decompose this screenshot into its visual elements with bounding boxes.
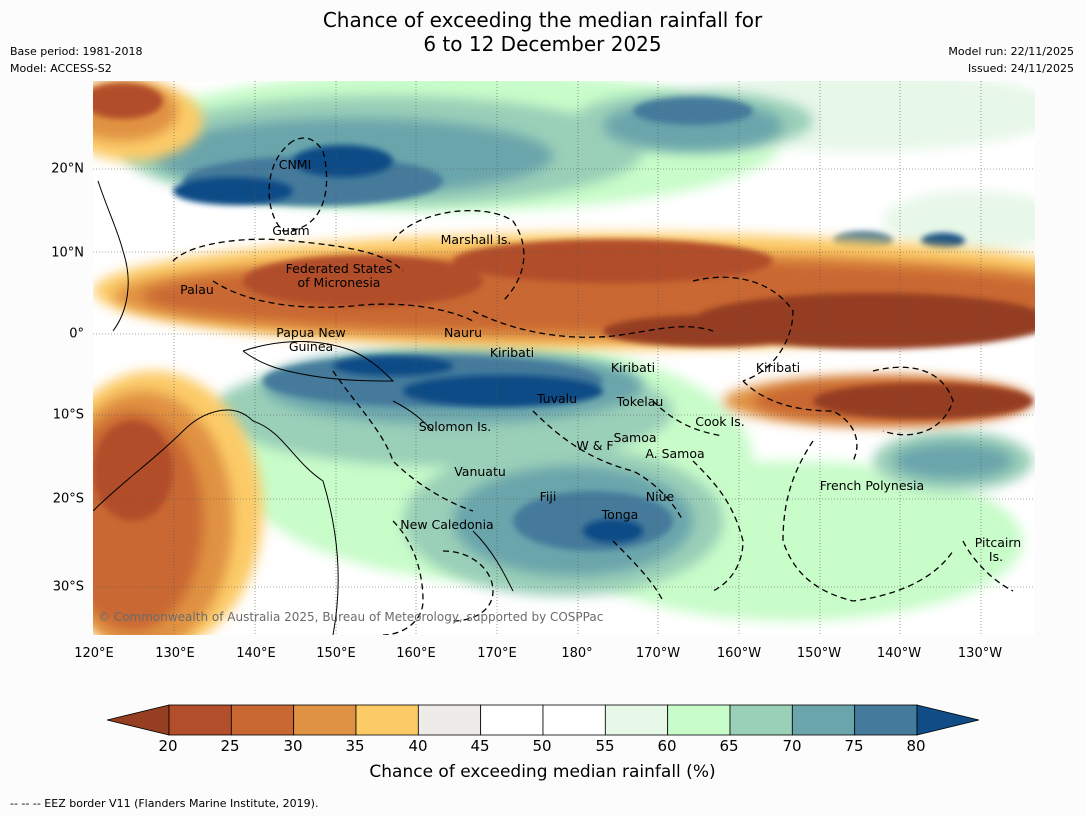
- label-palau: Palau: [180, 282, 214, 297]
- label-kiribati-east: Kiribati: [756, 360, 800, 375]
- label-kiribati-central: Kiribati: [611, 360, 655, 375]
- label-asamoa: A. Samoa: [645, 446, 704, 461]
- colorbar-high-extension: [916, 704, 979, 736]
- colorbar: [107, 704, 979, 736]
- model-run: Model run: 22/11/2025: [948, 45, 1074, 58]
- coastlines: [93, 180, 514, 635]
- colorbar-label-70: 70: [782, 737, 802, 755]
- label-fiji: Fiji: [540, 489, 557, 504]
- title-line-2: 6 to 12 December 2025: [423, 32, 662, 56]
- eez-footnote: -- -- -- EEZ border V11 (Flanders Marine…: [10, 797, 319, 810]
- lat-tick-2: 0°: [69, 326, 84, 342]
- label-pitcairn-2: Is.: [989, 549, 1003, 564]
- colorbar-segment: [417, 704, 482, 736]
- label-wf: W & F: [576, 438, 613, 453]
- colorbar-segment: [230, 704, 295, 736]
- colorbar-segment: [542, 704, 606, 736]
- lon-tick-6: 180°: [561, 646, 593, 661]
- colorbar-segment: [293, 704, 357, 736]
- colorbar-label-50: 50: [532, 737, 552, 755]
- colorbar-label-60: 60: [657, 737, 677, 755]
- label-fsm-1: Federated States: [286, 261, 393, 276]
- graticule: [93, 81, 1035, 635]
- colorbar-label-25: 25: [220, 737, 240, 755]
- label-french-polynesia: French Polynesia: [820, 478, 924, 493]
- colorbar-label-55: 55: [595, 737, 615, 755]
- label-fsm-2: of Micronesia: [298, 275, 381, 290]
- label-pitcairn-1: Pitcairn: [975, 535, 1021, 550]
- zone-dry-deep: [93, 83, 1035, 521]
- colorbar-segment: [729, 704, 793, 736]
- title-line-1: Chance of exceeding the median rainfall …: [322, 8, 763, 32]
- label-marshall: Marshall Is.: [441, 232, 512, 247]
- label-png-1: Papua New: [276, 325, 345, 340]
- lat-tick-0: 20°N: [51, 161, 84, 177]
- colorbar-low-extension: [107, 704, 170, 736]
- lon-tick-2: 140°E: [236, 646, 276, 661]
- lat-tick-5: 30°S: [52, 579, 84, 595]
- colorbar-segment: [604, 704, 669, 736]
- colorbar-segment: [667, 704, 731, 736]
- label-tonga: Tonga: [601, 507, 639, 522]
- issued-date: Issued: 24/11/2025: [967, 62, 1074, 75]
- label-cook: Cook Is.: [695, 414, 744, 429]
- lon-tick-11: 130°W: [957, 646, 1003, 661]
- lon-tick-0: 120°E: [74, 646, 114, 661]
- label-solomon: Solomon Is.: [419, 419, 492, 434]
- lon-tick-1: 130°E: [155, 646, 195, 661]
- rainfall-map: CNMI Guam Marshall Is. Federated States …: [93, 81, 1035, 635]
- lat-tick-4: 20°S: [52, 491, 84, 507]
- base-period: Base period: 1981-2018: [10, 45, 143, 58]
- colorbar-label-20: 20: [158, 737, 178, 755]
- label-tuvalu: Tuvalu: [536, 391, 577, 406]
- colorbar-label-80: 80: [906, 737, 926, 755]
- lon-tick-9: 150°W: [796, 646, 842, 661]
- colorbar-label-40: 40: [408, 737, 428, 755]
- colorbar-label-45: 45: [470, 737, 490, 755]
- label-png-2: Guinea: [289, 339, 333, 354]
- colorbar-segment: [480, 704, 544, 736]
- label-samoa: Samoa: [613, 430, 656, 445]
- lon-tick-4: 160°E: [396, 646, 436, 661]
- lat-tick-3: 10°S: [52, 407, 84, 423]
- label-guam: Guam: [272, 223, 309, 238]
- colorbar-segment: [355, 704, 419, 736]
- map-title: Chance of exceeding the median rainfall …: [0, 8, 1085, 56]
- colorbar-title: Chance of exceeding median rainfall (%): [369, 762, 716, 782]
- label-nauru: Nauru: [444, 325, 482, 340]
- colorbar-label-75: 75: [844, 737, 864, 755]
- colorbar-label-65: 65: [719, 737, 739, 755]
- model-name: Model: ACCESS-S2: [10, 62, 112, 75]
- colorbar-segments: [168, 704, 918, 736]
- lat-tick-1: 10°N: [51, 245, 84, 261]
- label-tokelau: Tokelau: [616, 394, 664, 409]
- colorbar-segment: [854, 704, 918, 736]
- label-niue: Niue: [646, 489, 675, 504]
- colorbar-segment: [168, 704, 232, 736]
- label-kiribati-west: Kiribati: [490, 345, 534, 360]
- copyright-notice: © Commonwealth of Australia 2025, Bureau…: [98, 610, 603, 624]
- label-vanuatu: Vanuatu: [454, 464, 506, 479]
- lon-tick-10: 140°W: [876, 646, 922, 661]
- map-svg: CNMI Guam Marshall Is. Federated States …: [93, 81, 1035, 635]
- lon-tick-8: 160°W: [716, 646, 762, 661]
- colorbar-segment: [791, 704, 856, 736]
- colorbar-label-30: 30: [283, 737, 303, 755]
- lon-tick-7: 170°W: [635, 646, 681, 661]
- lon-tick-5: 170°E: [477, 646, 517, 661]
- label-cnmi: CNMI: [279, 157, 312, 172]
- meta-right: Model run: 22/11/2025 Issued: 24/11/2025: [948, 43, 1074, 77]
- lon-tick-3: 150°E: [316, 646, 356, 661]
- eez-borders: [172, 137, 1014, 635]
- meta-left: Base period: 1981-2018 Model: ACCESS-S2: [10, 43, 142, 77]
- label-new-caledonia: New Caledonia: [400, 517, 493, 532]
- colorbar-label-35: 35: [345, 737, 365, 755]
